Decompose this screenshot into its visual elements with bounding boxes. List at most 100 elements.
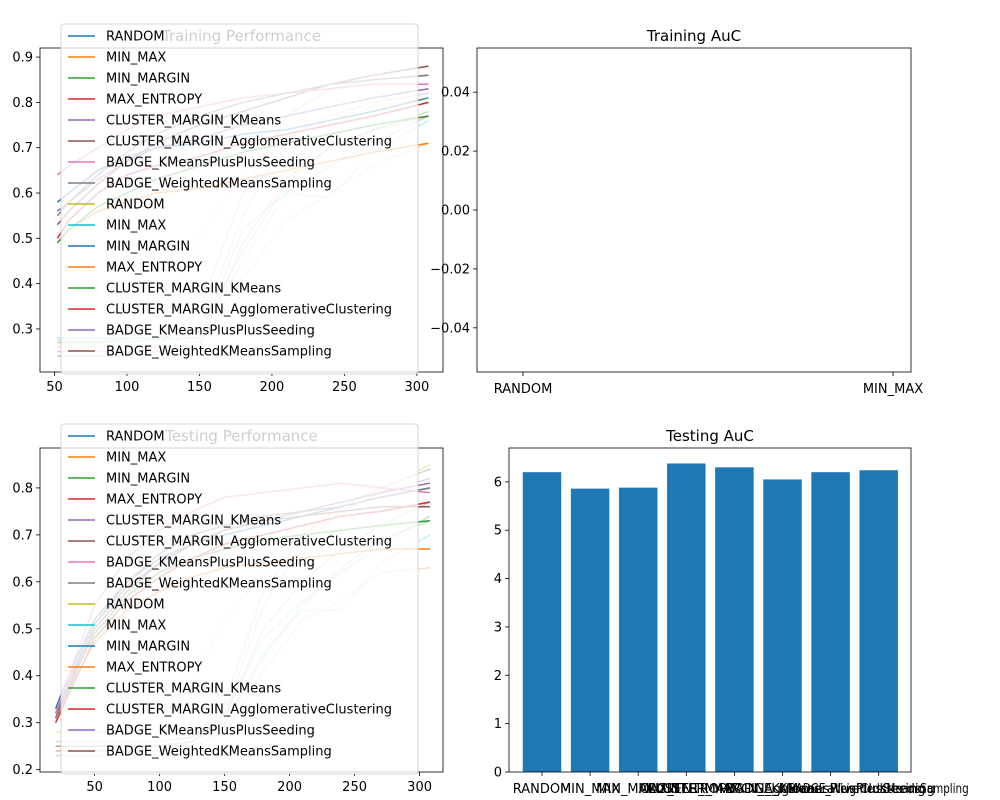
bars (522, 463, 898, 772)
y-tick-label: 0.4 (12, 277, 33, 292)
x-tick-label: CLUSTER_MARGIN_KMeans (647, 782, 822, 797)
x-tick-label: CLUSTER_MARGIN_AgglomerativeClustering (640, 782, 926, 797)
legend-entry: MAX_ENTROPY (106, 93, 202, 108)
legend-entry: BADGE_WeightedKMeansSampling (106, 577, 332, 592)
bar-cluster-margin-kmeans (715, 467, 754, 772)
panel-title: Training AuC (646, 27, 741, 45)
legend-frame (60, 423, 419, 775)
testing-performance-panel: 501001502002503000.20.30.40.50.60.70.8Te… (12, 423, 444, 795)
y-tick-label: 0.5 (12, 622, 33, 637)
y-tick-label: 0.3 (12, 716, 33, 731)
legend-entry: MIN_MAX (106, 219, 166, 234)
legend-entry: MIN_MARGIN (106, 640, 190, 655)
x-tick-label: 50 (46, 380, 63, 395)
x-tick-label: 150 (212, 780, 237, 795)
x-tick-label: BADGE_WeightedKMeansSampling (789, 782, 969, 797)
bar-min-max (570, 488, 610, 772)
y-tick-label: 0.00 (441, 204, 470, 219)
legend-entry: MAX_ENTROPY (106, 661, 202, 676)
axes-frame (508, 447, 912, 773)
legend-entry: CLUSTER_MARGIN_AgglomerativeClustering (106, 303, 392, 318)
legend-entry: RANDOM (106, 198, 165, 213)
training-auc-panel: 0.04 0.02 0.00 −0.02 −0.04 RANDOM MIN_MAX Train… (430, 27, 923, 397)
legend-entry: CLUSTER_MARGIN_KMeans (106, 114, 281, 129)
y-tick-label: 0.3 (12, 322, 33, 337)
y-tick-label: 0.8 (12, 96, 33, 111)
legend-entry: CLUSTER_MARGIN_KMeans (106, 682, 281, 697)
x-tick-label: RANDOM (494, 382, 553, 397)
x-tick-label: RANDOM (513, 782, 572, 797)
legend-entry: MIN_MAX (106, 451, 166, 466)
y-tick-label: 5 (494, 524, 502, 539)
training-performance-panel: 501001502002503000.30.40.50.60.70.80.9Tr… (12, 23, 444, 395)
legend-entry: MIN_MARGIN (106, 472, 190, 487)
legend-frame (60, 23, 419, 375)
legend-entry: RANDOM (106, 598, 165, 613)
y-tick-label: 1 (494, 717, 502, 732)
bar-min-margin (618, 487, 658, 772)
x-tick-label: 200 (260, 380, 285, 395)
legend-entry: CLUSTER_MARGIN_AgglomerativeClustering (106, 535, 392, 550)
legend-entry: CLUSTER_MARGIN_AgglomerativeClustering (106, 703, 392, 718)
panel-title: Testing AuC (665, 427, 754, 445)
x-tick-label: MIN_MAX (863, 382, 923, 397)
y-tick-label: 0.6 (12, 575, 33, 590)
legend-entry: BADGE_KMeansPlusPlusSeeding (106, 556, 315, 571)
bar-max-entropy (667, 463, 706, 772)
y-tick-label: 0.5 (12, 232, 33, 247)
bar-random (522, 472, 562, 772)
y-tick-label: 0.02 (441, 145, 470, 160)
y-tick-label: 0.7 (12, 528, 33, 543)
x-tick-label: MAX_ENTROPY (638, 782, 734, 797)
legend-entry: MAX_ENTROPY (106, 493, 202, 508)
legend-entry: BADGE_WeightedKMeansSampling (106, 745, 332, 760)
y-tick-label: 0.6 (12, 187, 33, 202)
x-tick-label: BADGE_KMeansPlusPlusSeeding (726, 782, 935, 797)
x-tick-label: 100 (115, 380, 140, 395)
legend: RANDOM MIN_MAX MIN_MARGIN MAX_ENTROPY CLUSTE… (60, 23, 419, 375)
legend-entry: MAX_ENTROPY (106, 261, 202, 276)
y-tick-label: 0.2 (12, 763, 33, 778)
y-tick-label: −0.02 (430, 262, 470, 277)
x-tick-label: 150 (187, 380, 212, 395)
y-tick-label: 0.8 (12, 481, 33, 496)
y-tick-label: 0 (494, 766, 502, 781)
y-tick-label: 6 (494, 475, 502, 490)
y-tick-label: 0.7 (12, 141, 33, 156)
legend-entry: CLUSTER_MARGIN_KMeans (106, 514, 281, 529)
y-tick-label: 2 (494, 669, 502, 684)
legend-entry: MIN_MAX (106, 51, 166, 66)
y-tick-label: 0.04 (441, 86, 470, 101)
axes-frame (476, 47, 912, 373)
x-tick-label: 50 (86, 780, 103, 795)
x-tick-label: 200 (277, 780, 302, 795)
legend-entry: BADGE_KMeansPlusPlusSeeding (106, 724, 315, 739)
x-tick-label: 300 (404, 380, 429, 395)
axes-background (509, 448, 911, 772)
x-tick-label: MIN_MAX (560, 782, 620, 797)
y-tick-label: 4 (494, 572, 502, 587)
x-tick-label: 300 (407, 780, 432, 795)
legend-entry: MIN_MAX (106, 619, 166, 634)
y-tick-label: −0.04 (430, 321, 470, 336)
legend-entry: BADGE_WeightedKMeansSampling (106, 345, 332, 360)
y-tick-label: 0.4 (12, 669, 33, 684)
legend-entry: CLUSTER_MARGIN_KMeans (106, 282, 281, 297)
bar-badge-kmeansplusplusseeding (811, 472, 850, 772)
legend-entry: RANDOM (106, 430, 165, 445)
legend-entry: MIN_MARGIN (106, 240, 190, 255)
legend-entry: MIN_MARGIN (106, 72, 190, 87)
x-tick-label: 250 (342, 780, 367, 795)
x-tick-label: MIN_MARGIN (596, 782, 680, 797)
y-tick-label: 3 (494, 620, 502, 635)
y-tick-label: 0.9 (12, 51, 33, 66)
legend-entry: CLUSTER_MARGIN_AgglomerativeClustering (106, 135, 392, 150)
legend-entry: BADGE_KMeansPlusPlusSeeding (106, 156, 315, 171)
bar-badge-weightedkmeanssampling (859, 470, 898, 772)
legend-entry: BADGE_WeightedKMeansSampling (106, 177, 332, 192)
legend-entry: RANDOM (106, 30, 165, 45)
x-tick-label: 250 (332, 380, 357, 395)
legend-entry: BADGE_KMeansPlusPlusSeeding (106, 324, 315, 339)
x-tick-label: 100 (147, 780, 172, 795)
